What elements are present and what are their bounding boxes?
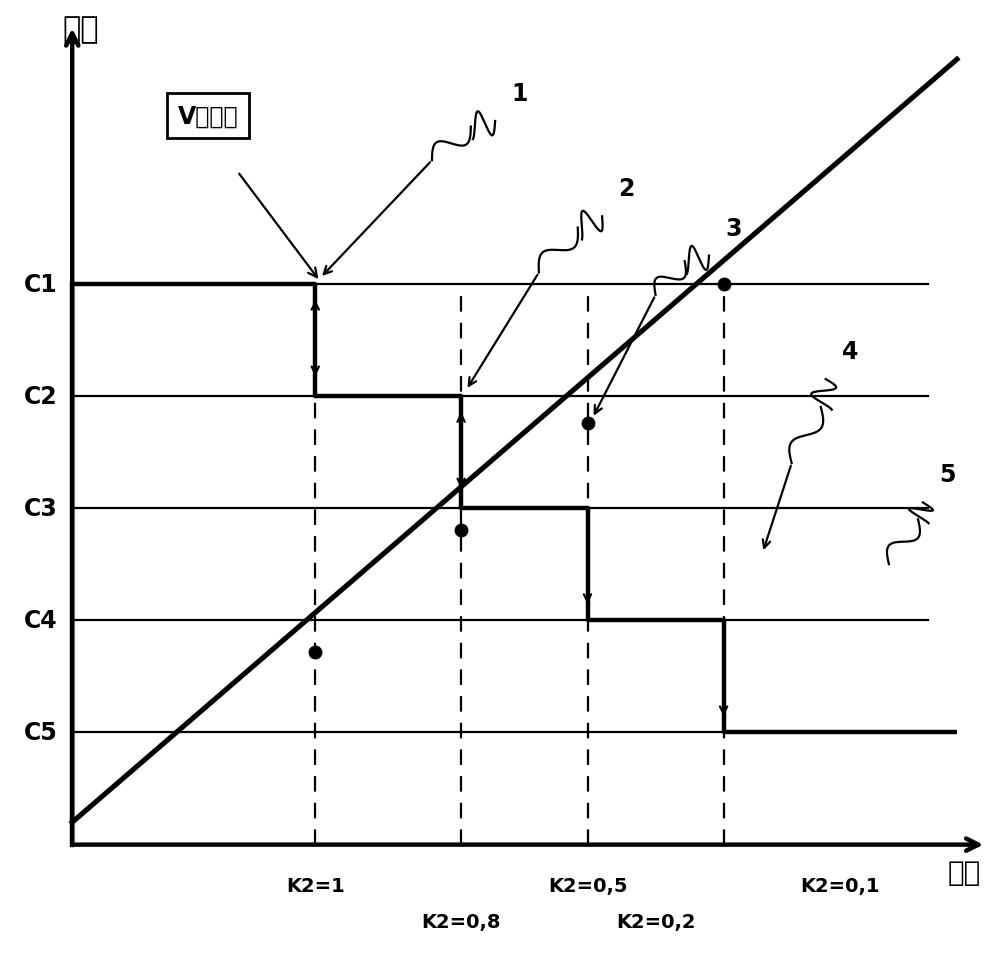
Text: K2=0,5: K2=0,5 bbox=[548, 876, 627, 895]
Text: K2=0,8: K2=0,8 bbox=[421, 912, 501, 931]
Text: 4: 4 bbox=[842, 339, 858, 363]
Text: C3: C3 bbox=[24, 497, 58, 521]
Text: C2: C2 bbox=[24, 384, 58, 408]
Text: C5: C5 bbox=[24, 721, 58, 745]
Text: C1: C1 bbox=[24, 272, 58, 296]
Text: K2=1: K2=1 bbox=[286, 876, 345, 895]
Text: C4: C4 bbox=[24, 608, 58, 632]
Text: K2=0,1: K2=0,1 bbox=[801, 876, 880, 895]
Text: 3: 3 bbox=[725, 216, 742, 240]
Text: 2: 2 bbox=[618, 177, 635, 201]
Text: 时间: 时间 bbox=[948, 858, 981, 886]
Text: 扭矩: 扭矩 bbox=[63, 15, 99, 44]
Text: K2=0,2: K2=0,2 bbox=[616, 912, 695, 931]
Text: 5: 5 bbox=[939, 463, 955, 487]
Text: V设定点: V设定点 bbox=[178, 104, 239, 128]
Text: 1: 1 bbox=[511, 82, 528, 106]
